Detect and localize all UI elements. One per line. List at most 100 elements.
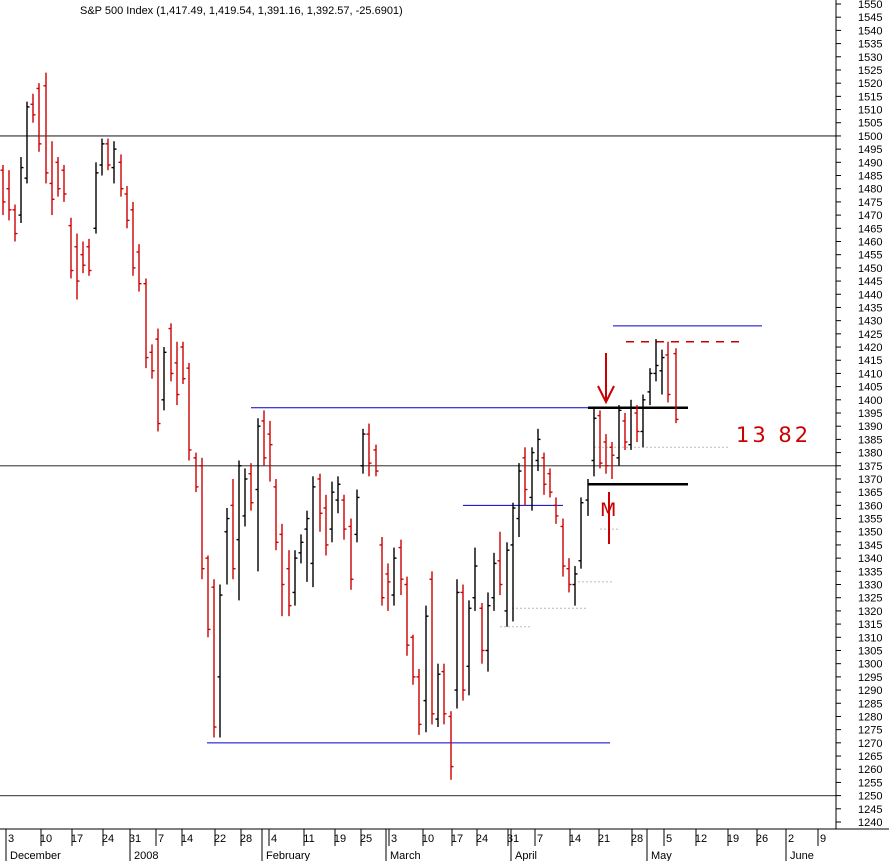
- y-tick-label: 1450: [858, 263, 882, 275]
- ohlc-bar: [578, 497, 584, 569]
- ohlc-bar: [143, 278, 149, 369]
- ohlc-bar: [310, 476, 316, 588]
- ohlc-bar: [454, 579, 460, 709]
- y-tick-label: 1280: [858, 711, 882, 723]
- ohlc-bar: [304, 510, 310, 582]
- ohlc-bar: [435, 663, 441, 728]
- y-tick-label: 1240: [858, 817, 882, 829]
- ohlc-bar: [497, 531, 503, 596]
- x-tick-label: 3: [391, 833, 397, 845]
- y-tick-label: 1460: [858, 236, 882, 248]
- y-tick-label: 1500: [858, 131, 882, 143]
- ohlc-bar: [391, 547, 397, 606]
- y-tick-label: 1440: [858, 289, 882, 301]
- y-tick-label: 1515: [858, 91, 882, 103]
- ohlc-bar: [472, 547, 478, 611]
- x-tick-label: 26: [756, 833, 768, 845]
- ohlc-bar: [0, 164, 6, 216]
- ohlc-bar: [267, 420, 273, 482]
- y-tick-label: 1250: [858, 791, 882, 803]
- y-tick-label: 1520: [858, 78, 882, 90]
- y-tick-label: 1345: [858, 540, 882, 552]
- ohlc-bar: [155, 328, 161, 432]
- y-tick-label: 1465: [858, 223, 882, 235]
- y-tick-label: 1415: [858, 355, 882, 367]
- month-label: March: [390, 850, 421, 861]
- y-tick-label: 1495: [858, 144, 882, 156]
- y-tick-label: 1330: [858, 580, 882, 592]
- y-tick-label: 1535: [858, 39, 882, 51]
- ohlc-bar: [529, 447, 535, 511]
- ohlc-bar: [80, 241, 86, 274]
- ohlc-bar: [248, 463, 254, 511]
- ohlc-bar: [286, 550, 292, 617]
- y-tick-label: 1365: [858, 487, 882, 499]
- ohlc-bar: [572, 566, 578, 606]
- ohlc-bar: [273, 478, 279, 551]
- month-label: February: [266, 850, 311, 861]
- ohlc-bar: [354, 489, 360, 543]
- y-tick-label: 1255: [858, 777, 882, 789]
- month-label: 2008: [134, 850, 158, 861]
- ohlc-bar: [279, 523, 285, 617]
- y-tick-label: 1375: [858, 461, 882, 473]
- ohlc-bar: [86, 238, 92, 276]
- y-tick-label: 1260: [858, 764, 882, 776]
- ohlc-bar: [193, 452, 199, 493]
- y-tick-label: 1400: [858, 395, 882, 407]
- y-tick-label: 1290: [858, 685, 882, 697]
- ohlc-bar: [360, 428, 366, 474]
- x-tick-label: 22: [214, 833, 226, 845]
- ohlc-bar: [99, 138, 105, 176]
- ohlc-bar: [441, 663, 447, 725]
- ohlc-bar: [448, 711, 454, 780]
- price-note-annotation: 13 82: [736, 423, 811, 447]
- down-arrow-annotation: [597, 353, 615, 405]
- ohlc-bar: [665, 341, 671, 403]
- ohlc-bar: [161, 347, 167, 411]
- ohlc-bar: [659, 349, 665, 395]
- y-tick-label: 1525: [858, 65, 882, 77]
- ohlc-bar: [12, 204, 18, 242]
- ohlc-bar: [653, 339, 659, 382]
- y-tick-label: 1360: [858, 500, 882, 512]
- x-tick-label: 24: [476, 833, 488, 845]
- ohlc-bar: [149, 344, 155, 379]
- ohlc-bar: [647, 368, 653, 406]
- ohlc-bar: [429, 571, 435, 725]
- month-label: May: [651, 850, 672, 861]
- ohlc-bar: [255, 418, 261, 572]
- m-annotation: M: [600, 499, 616, 521]
- ohlc-bar: [510, 502, 516, 622]
- ohlc-bar: [466, 600, 472, 696]
- x-tick-label: 28: [631, 833, 643, 845]
- ohlc-bar: [547, 468, 553, 498]
- ohlc-bar: [560, 518, 566, 577]
- y-tick-label: 1470: [858, 210, 882, 222]
- ohlc-bar: [385, 563, 391, 611]
- ohlc-bar: [491, 552, 497, 611]
- ohlc-bar: [622, 413, 628, 450]
- ohlc-bar: [504, 542, 510, 627]
- x-tick-label: 31: [129, 833, 141, 845]
- ohlc-bar: [230, 478, 236, 580]
- ohlc-bar: [404, 576, 410, 656]
- ohlc-bar: [6, 170, 12, 221]
- ohlc-bar: [379, 537, 385, 606]
- y-tick-label: 1270: [858, 738, 882, 750]
- hand-annotations: M 13 82: [597, 353, 811, 544]
- y-tick-label: 1430: [858, 316, 882, 328]
- ohlc-bar: [603, 434, 609, 474]
- x-tick-label: 10: [40, 833, 52, 845]
- ohlc-bar: [566, 558, 572, 593]
- y-tick-label: 1550: [858, 0, 882, 11]
- ohlc-bar: [174, 341, 180, 406]
- y-tick-label: 1295: [858, 672, 882, 684]
- ohlc-bar: [591, 407, 597, 477]
- y-tick-label: 1340: [858, 553, 882, 565]
- x-tick-label: 3: [8, 833, 14, 845]
- y-tick-label: 1380: [858, 448, 882, 460]
- x-tick-label: 7: [537, 833, 543, 845]
- x-tick-label: 19: [334, 833, 346, 845]
- y-tick-label: 1350: [858, 527, 882, 539]
